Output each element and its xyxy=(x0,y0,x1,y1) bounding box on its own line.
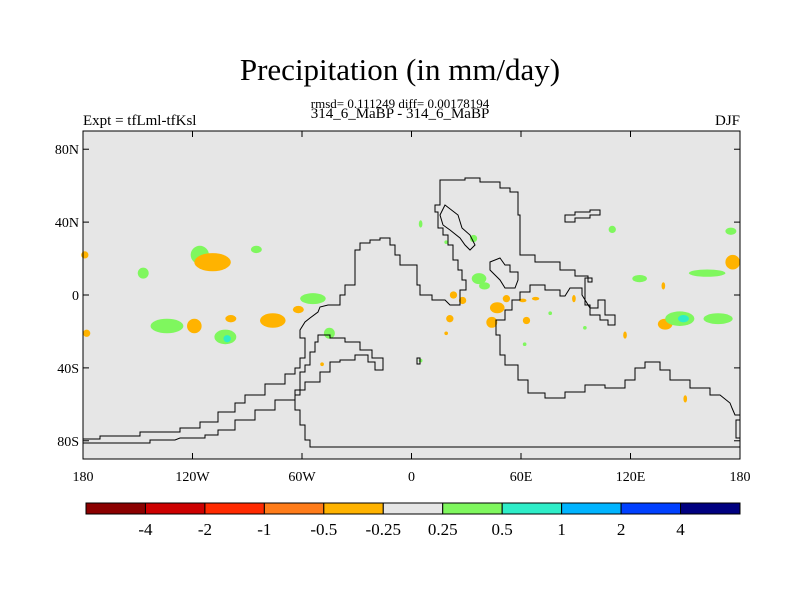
lon-tick-label: 60W xyxy=(288,470,316,485)
anomaly-patch-1 xyxy=(83,329,91,337)
season-label: DJF xyxy=(714,113,740,129)
map-axes: 80N 40N 0 40S 80S 180 120W 60W 0 60E 120E 180 xyxy=(55,131,751,485)
anomaly-patch-21 xyxy=(479,282,490,290)
colorbar-swatch-5 xyxy=(382,502,444,515)
anomaly-patch-17 xyxy=(418,220,423,228)
colorbar-label: 0.25 xyxy=(428,520,458,539)
anomaly-patch-41 xyxy=(677,315,689,323)
anomaly-patch-34 xyxy=(572,295,576,303)
colorbar-label: 4 xyxy=(676,520,685,539)
stats-label: rmsd= 0.111249 diff= 0.00178194 xyxy=(310,96,490,111)
anomaly-patch-11 xyxy=(260,313,286,328)
colorbar-label: -0.5 xyxy=(310,520,337,539)
coastline-eurasia-africa xyxy=(439,177,740,416)
anomaly-patch-13 xyxy=(300,293,326,305)
colorbar-label: 2 xyxy=(617,520,626,539)
anomaly-patch-46 xyxy=(608,225,616,234)
anomaly-patch-22 xyxy=(458,296,467,305)
colorbar-swatch-6 xyxy=(442,502,503,515)
precipitation-anomaly-patches xyxy=(81,220,740,403)
map-title: Precipitation (in mm/day) xyxy=(239,52,561,87)
anomaly-patch-12 xyxy=(292,305,304,314)
anomaly-patch-23 xyxy=(449,291,458,299)
lon-tick-label: 180 xyxy=(73,470,94,485)
colorbar-label: -2 xyxy=(198,520,212,539)
coastline-southern-continent xyxy=(83,334,740,448)
anomaly-patch-45 xyxy=(725,227,737,235)
anomaly-patch-42 xyxy=(703,313,733,325)
coastline-inner-sea xyxy=(439,204,476,251)
coastline-island xyxy=(416,357,421,365)
colorbar-label: -1 xyxy=(257,520,271,539)
lon-tick-label: 60E xyxy=(510,470,533,485)
coastline-outline xyxy=(83,177,740,448)
anomaly-patch-3 xyxy=(194,253,231,272)
anomaly-patch-4 xyxy=(137,267,149,279)
colorbar-swatch-1 xyxy=(144,502,206,515)
lon-tick-label: 180 xyxy=(730,470,751,485)
lat-tick-label: 80N xyxy=(55,143,79,158)
case-label: 314_6_MaBP - 314_6_MaBP xyxy=(310,106,490,122)
anomaly-patch-33 xyxy=(548,311,553,316)
colorbar-swatch-2 xyxy=(204,502,265,515)
anomaly-patch-0 xyxy=(81,251,89,259)
anomaly-patch-14 xyxy=(323,327,335,339)
anomaly-patch-35 xyxy=(583,325,587,330)
anomaly-patch-30 xyxy=(522,316,531,325)
lon-tick-label: 0 xyxy=(408,470,415,485)
anomaly-patch-9 xyxy=(223,335,231,343)
colorbar-swatch-3 xyxy=(263,502,325,515)
anomaly-patch-16 xyxy=(418,358,423,363)
coastline-east-landmass xyxy=(564,209,601,223)
colorbar-swatch-8 xyxy=(561,502,622,515)
anomaly-patch-6 xyxy=(150,318,184,334)
anomaly-patch-19 xyxy=(469,234,478,243)
colorbar-label: -4 xyxy=(138,520,153,539)
anomaly-patch-38 xyxy=(661,282,666,290)
lon-tick-label: 120W xyxy=(175,470,210,485)
colorbar-swatch-9 xyxy=(620,502,682,515)
lon-tick-label: 120E xyxy=(616,470,646,485)
anomaly-patch-10 xyxy=(225,315,237,323)
colorbar-label: 1 xyxy=(557,520,566,539)
colorbar-swatch-4 xyxy=(323,502,384,515)
colorbar-label: 0.5 xyxy=(492,520,513,539)
anomaly-patch-5 xyxy=(250,245,262,254)
anomaly-patch-18 xyxy=(444,240,448,244)
anomaly-patch-36 xyxy=(623,331,627,339)
anomaly-patch-7 xyxy=(187,318,202,334)
anomaly-patch-43 xyxy=(688,269,726,277)
coastline-east-edge xyxy=(735,419,740,439)
colorbar-label: -0.25 xyxy=(366,520,401,539)
anomaly-patch-31 xyxy=(531,296,540,301)
colorbar-swatch-7 xyxy=(501,502,563,515)
coastline-east-peninsula xyxy=(489,257,519,289)
colorbar-swatch-0 xyxy=(85,502,146,515)
anomaly-patch-25 xyxy=(444,331,448,336)
colorbar: -4 -2 -1 -0.5 -0.25 0.25 0.5 1 2 4 xyxy=(85,502,741,539)
anomaly-patch-26 xyxy=(486,316,498,328)
lat-tick-label: 40N xyxy=(55,216,79,231)
lat-tick-label: 80S xyxy=(57,435,79,450)
anomaly-patch-29 xyxy=(519,298,527,303)
anomaly-patch-47 xyxy=(683,395,688,403)
coastline-africa xyxy=(83,190,467,440)
anomaly-patch-24 xyxy=(446,315,454,323)
anomaly-patch-44 xyxy=(725,254,740,270)
anomaly-patch-15 xyxy=(320,362,324,367)
anomaly-patch-27 xyxy=(489,302,505,314)
colorbar-swatch-10 xyxy=(680,502,741,515)
anomaly-patch-37 xyxy=(632,274,647,283)
anomaly-patch-32 xyxy=(522,342,527,347)
experiment-label: Expt = tfLml-tfKsl xyxy=(83,113,197,129)
lat-tick-label: 0 xyxy=(72,289,79,304)
lat-tick-label: 40S xyxy=(57,362,79,377)
anomaly-patch-20 xyxy=(471,273,487,285)
map-background xyxy=(83,131,740,459)
anomaly-patch-28 xyxy=(502,295,511,303)
